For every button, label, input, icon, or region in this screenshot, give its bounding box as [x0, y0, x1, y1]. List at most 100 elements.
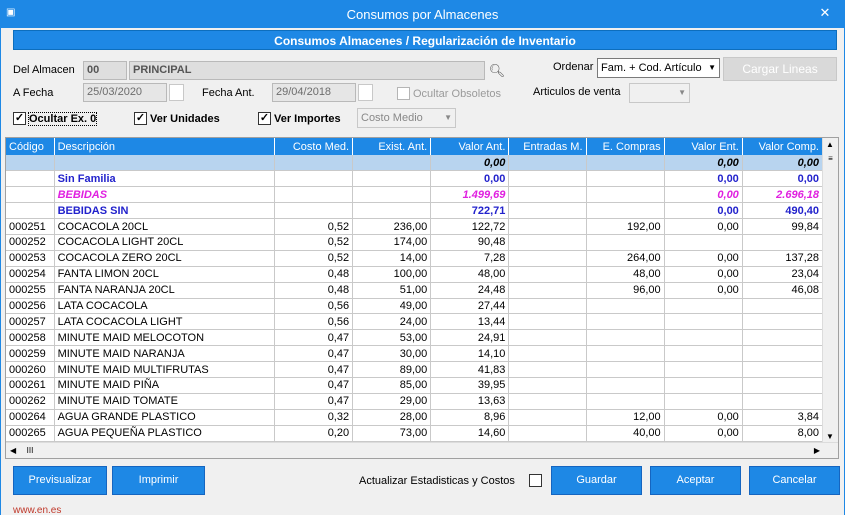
- table-cell[interactable]: 0,00: [664, 218, 743, 235]
- table-cell[interactable]: 0,00: [664, 202, 743, 220]
- table-cell[interactable]: 0,52: [274, 250, 354, 267]
- col-header[interactable]: Código: [6, 138, 55, 155]
- table-cell[interactable]: 100,00: [352, 266, 432, 283]
- table-cell[interactable]: [352, 170, 432, 188]
- table-cell[interactable]: [742, 377, 824, 394]
- table-cell[interactable]: [586, 361, 665, 378]
- table-row[interactable]: 000257 LATA COCACOLA LIGHT 0,56 24,00 13,44: [6, 313, 824, 331]
- previsualizar-button[interactable]: Previsualizar: [13, 466, 107, 495]
- table-cell[interactable]: [664, 361, 743, 378]
- close-icon[interactable]: ✕: [819, 5, 831, 20]
- table-cell[interactable]: 12,00: [586, 409, 665, 426]
- table-cell[interactable]: 722,71: [430, 202, 510, 220]
- table-cell[interactable]: BEBIDAS SIN: [54, 202, 275, 220]
- table-cell[interactable]: 13,63: [430, 393, 510, 410]
- table-cell[interactable]: 0,00: [664, 250, 743, 267]
- table-cell[interactable]: [664, 377, 743, 394]
- table-cell[interactable]: 8,00: [742, 425, 824, 442]
- table-cell[interactable]: 0,00: [664, 170, 743, 188]
- ver-importes-checkbox[interactable]: ✓ Ver Importes: [258, 112, 341, 125]
- scroll-right-icon[interactable]: ▶: [813, 446, 820, 455]
- table-row[interactable]: 000255 FANTA NARANJA 20CL 0,48 51,00 24,48 96…: [6, 282, 824, 299]
- table-cell[interactable]: 51,00: [352, 282, 432, 299]
- table-cell[interactable]: 0,00: [664, 282, 743, 299]
- table-cell[interactable]: 27,44: [430, 298, 510, 315]
- ocultar-ex0-checkbox[interactable]: ✓ Ocultar Ex. 0: [13, 111, 98, 126]
- table-cell[interactable]: 39,95: [430, 377, 510, 394]
- table-cell[interactable]: 0,56: [274, 298, 354, 315]
- table-cell[interactable]: [586, 329, 665, 347]
- table-cell[interactable]: 000251: [6, 218, 55, 235]
- footer-url[interactable]: www.en.es: [13, 505, 62, 515]
- table-cell[interactable]: [664, 313, 743, 331]
- table-cell[interactable]: 41,83: [430, 361, 510, 378]
- table-cell[interactable]: 0,47: [274, 377, 354, 394]
- table-cell[interactable]: 85,00: [352, 377, 432, 394]
- table-cell[interactable]: [586, 298, 665, 315]
- table-cell[interactable]: COCACOLA ZERO 20CL: [54, 250, 275, 267]
- table-cell[interactable]: [586, 186, 665, 204]
- table-cell[interactable]: 29,00: [352, 393, 432, 410]
- table-cell[interactable]: 23,04: [742, 266, 824, 283]
- table-cell[interactable]: 99,84: [742, 218, 824, 235]
- guardar-button[interactable]: Guardar: [551, 466, 642, 495]
- table-cell[interactable]: 0,00: [742, 170, 824, 188]
- table-cell[interactable]: 0,47: [274, 329, 354, 347]
- table-cell[interactable]: 000264: [6, 409, 55, 426]
- table-cell[interactable]: 192,00: [586, 218, 665, 235]
- table-cell[interactable]: [508, 298, 587, 315]
- fecha-ant-field[interactable]: 29/04/2018: [272, 83, 356, 102]
- table-cell[interactable]: [274, 170, 354, 188]
- table-row[interactable]: 000261 MINUTE MAID PIÑA 0,47 85,00 39,95: [6, 377, 824, 394]
- table-cell[interactable]: [6, 202, 55, 220]
- table-cell[interactable]: [664, 329, 743, 347]
- table-cell[interactable]: 24,00: [352, 313, 432, 331]
- table-cell[interactable]: [664, 234, 743, 251]
- table-cell[interactable]: [508, 186, 587, 204]
- table-cell[interactable]: [508, 155, 587, 172]
- table-cell[interactable]: Sin Familia: [54, 170, 275, 188]
- table-cell[interactable]: 90,48: [430, 234, 510, 251]
- table-cell[interactable]: [274, 155, 354, 172]
- table-cell[interactable]: [508, 234, 587, 251]
- table-cell[interactable]: 3,84: [742, 409, 824, 426]
- table-cell[interactable]: MINUTE MAID MELOCOTON: [54, 329, 275, 347]
- table-cell[interactable]: [6, 186, 55, 204]
- table-cell[interactable]: [352, 202, 432, 220]
- col-header[interactable]: Valor Ent.: [664, 138, 743, 155]
- table-cell[interactable]: 264,00: [586, 250, 665, 267]
- table-row[interactable]: 000256 LATA COCACOLA 0,56 49,00 27,44: [6, 298, 824, 315]
- table-cell[interactable]: FANTA LIMON 20CL: [54, 266, 275, 283]
- table-cell[interactable]: 000259: [6, 345, 55, 363]
- table-cell[interactable]: 0,47: [274, 361, 354, 378]
- table-cell[interactable]: LATA COCACOLA: [54, 298, 275, 315]
- table-row[interactable]: 000254 FANTA LIMON 20CL 0,48 100,00 48,00 48,…: [6, 266, 824, 283]
- col-header[interactable]: Valor Comp.: [742, 138, 824, 155]
- table-cell[interactable]: 0,00: [664, 155, 743, 172]
- table-cell[interactable]: [508, 361, 587, 378]
- ordenar-select[interactable]: Fam. + Cod. Artículo ▼: [597, 58, 720, 78]
- table-cell[interactable]: MINUTE MAID PIÑA: [54, 377, 275, 394]
- table-cell[interactable]: 000265: [6, 425, 55, 442]
- table-cell[interactable]: [742, 345, 824, 363]
- table-cell[interactable]: 122,72: [430, 218, 510, 235]
- table-cell[interactable]: 000253: [6, 250, 55, 267]
- table-cell[interactable]: 0,52: [274, 218, 354, 235]
- table-cell[interactable]: 000262: [6, 393, 55, 410]
- table-cell[interactable]: 2.696,18: [742, 186, 824, 204]
- almacen-code-field[interactable]: 00: [83, 61, 127, 80]
- actualizar-checkbox[interactable]: [529, 474, 542, 487]
- scroll-left-icon[interactable]: ◀: [10, 446, 17, 455]
- calendar-icon[interactable]: [358, 84, 373, 101]
- table-cell[interactable]: 48,00: [430, 266, 510, 283]
- calendar-icon[interactable]: [169, 84, 184, 101]
- table-cell[interactable]: 0,00: [430, 155, 510, 172]
- table-cell[interactable]: [742, 313, 824, 331]
- binoculars-icon[interactable]: 🔍︎: [488, 63, 506, 78]
- scroll-up-icon[interactable]: ▲: [826, 140, 834, 149]
- table-cell[interactable]: [352, 155, 432, 172]
- table-row[interactable]: 000262 MINUTE MAID TOMATE 0,47 29,00 13,63: [6, 393, 824, 410]
- table-cell[interactable]: [508, 202, 587, 220]
- table-cell[interactable]: 73,00: [352, 425, 432, 442]
- table-cell[interactable]: [508, 250, 587, 267]
